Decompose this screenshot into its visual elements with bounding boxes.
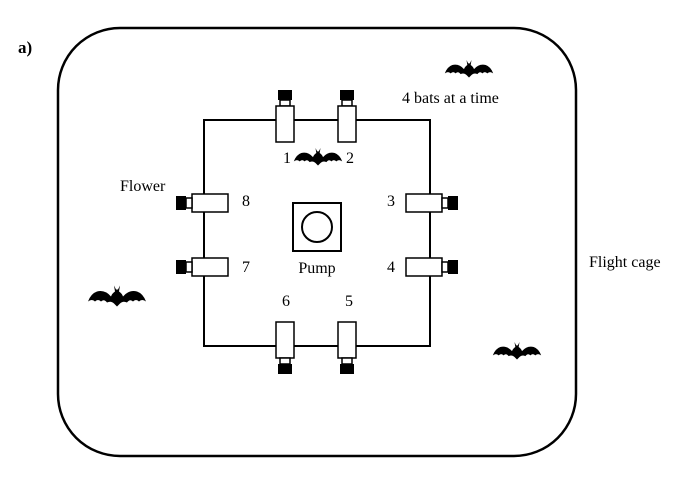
flower-number-6: 6 xyxy=(282,293,290,310)
flower-1 xyxy=(275,90,295,143)
flower-7 xyxy=(176,257,229,277)
bat-icon-center xyxy=(293,148,343,166)
flower-number-8: 8 xyxy=(242,193,250,210)
pump-label: Pump xyxy=(298,260,335,277)
cage-label: Flight cage xyxy=(589,254,661,271)
flower-number-4: 4 xyxy=(387,259,395,276)
bat-icon-bottom-right xyxy=(492,342,542,360)
pump-rotor xyxy=(301,211,333,243)
bats-label: 4 bats at a time xyxy=(402,90,499,107)
bat-icon-left xyxy=(88,285,146,307)
flower-number-1: 1 xyxy=(283,150,291,167)
flower-number-5: 5 xyxy=(345,293,353,310)
flower-3 xyxy=(405,193,458,213)
panel-label: a) xyxy=(18,38,32,57)
flower-8 xyxy=(176,193,229,213)
flower-5 xyxy=(337,321,357,374)
flower-label: Flower xyxy=(120,178,166,195)
flower-4 xyxy=(405,257,458,277)
flower-number-3: 3 xyxy=(387,193,395,210)
bat-icon-top-right xyxy=(444,60,494,78)
feeder-square xyxy=(203,119,431,347)
flower-number-7: 7 xyxy=(242,259,250,276)
flower-2 xyxy=(337,90,357,143)
flower-number-2: 2 xyxy=(346,150,354,167)
flight-cage-outline xyxy=(56,26,578,458)
pump xyxy=(292,202,342,252)
flower-6 xyxy=(275,321,295,374)
